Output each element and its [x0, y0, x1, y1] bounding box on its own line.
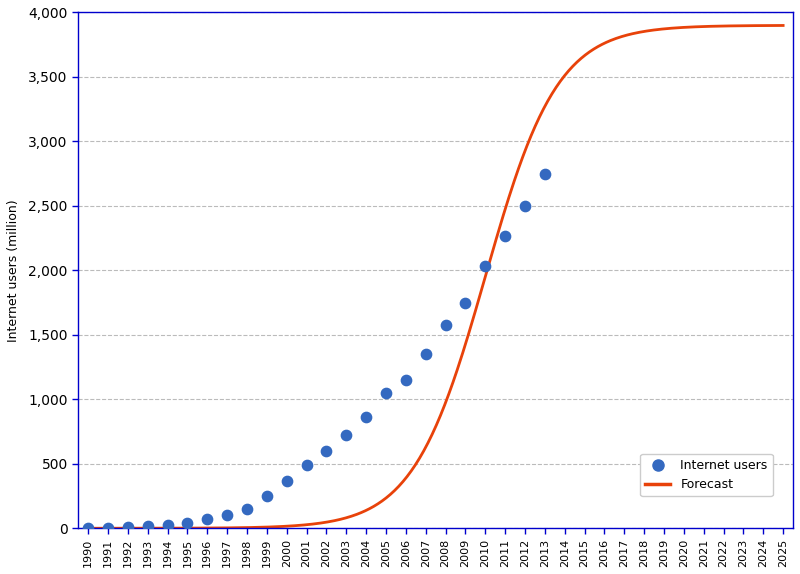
Point: [221, 511, 234, 520]
Point: [538, 169, 551, 179]
Point: [161, 521, 174, 530]
Y-axis label: Internet users (million): Internet users (million): [7, 199, 20, 342]
Point: [479, 262, 492, 271]
Point: [340, 431, 353, 440]
Legend: Internet users, Forecast: Internet users, Forecast: [640, 454, 773, 496]
Point: [181, 518, 194, 528]
Point: [320, 447, 333, 456]
Point: [300, 460, 313, 470]
Point: [379, 388, 392, 397]
Point: [201, 515, 214, 524]
Point: [419, 350, 432, 359]
Point: [142, 522, 154, 531]
Point: [518, 201, 531, 211]
Point: [498, 231, 511, 240]
Point: [439, 320, 452, 329]
Point: [399, 375, 412, 385]
Point: [280, 476, 293, 485]
Point: [102, 523, 114, 532]
Point: [261, 491, 274, 501]
Point: [459, 298, 472, 307]
Point: [122, 522, 134, 532]
Point: [82, 523, 94, 533]
Point: [241, 505, 254, 514]
Point: [360, 413, 373, 422]
